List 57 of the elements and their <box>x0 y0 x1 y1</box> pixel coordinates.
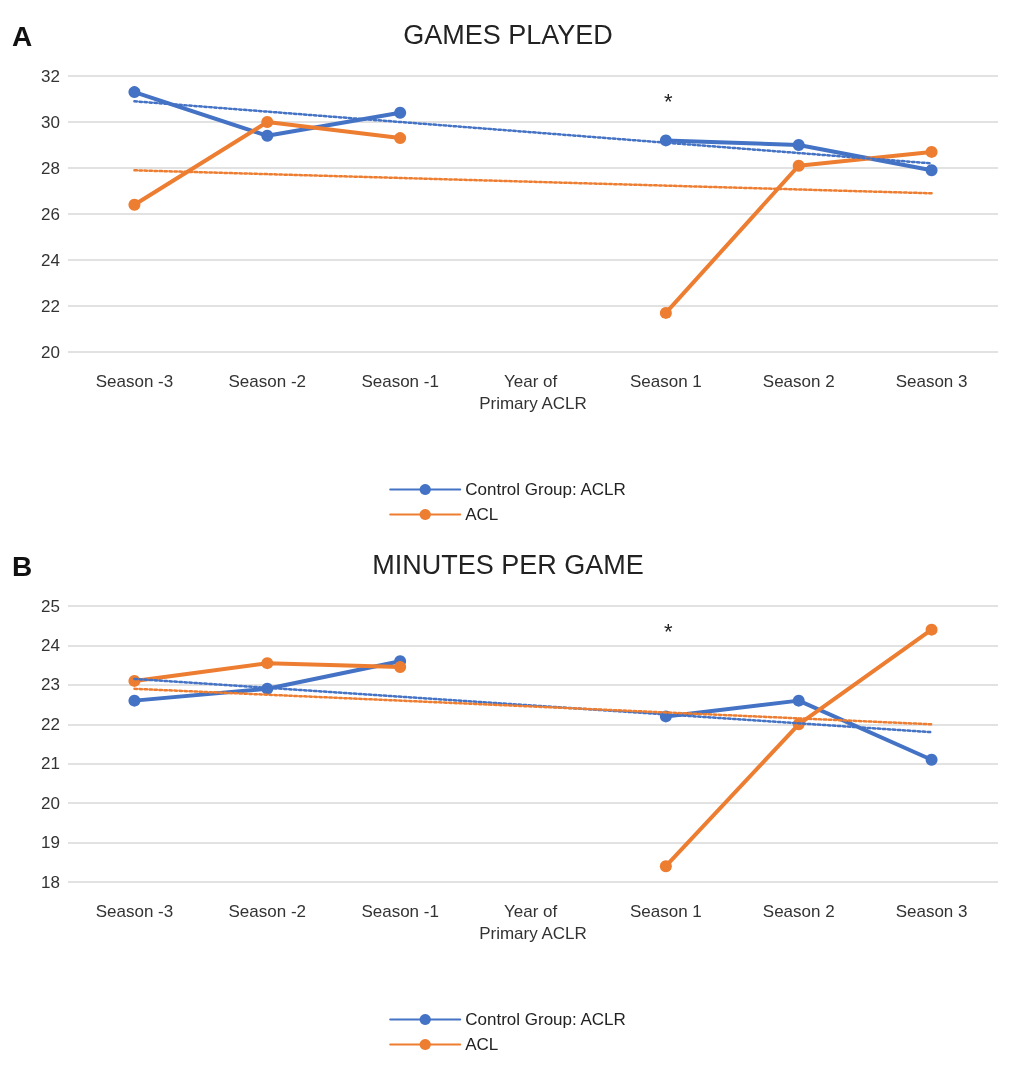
point <box>128 694 141 707</box>
point <box>792 139 805 151</box>
point <box>394 132 407 145</box>
x-tick-label: Season -3 <box>95 901 174 921</box>
x-tick-label: Season 2 <box>762 901 835 921</box>
x-tick-label: Season -2 <box>228 371 307 391</box>
y-tick-label: 26 <box>41 204 60 224</box>
y-tick-label: 20 <box>41 342 60 362</box>
point <box>261 129 274 142</box>
x-tick-label: Season 3 <box>895 901 968 921</box>
x-tick-label: Season -3 <box>95 371 174 391</box>
text: A <box>12 20 33 52</box>
y-tick-label: 22 <box>41 714 60 734</box>
x-tick-label: Season 2 <box>762 371 835 391</box>
point <box>394 106 407 119</box>
legend-label: ACL <box>465 505 499 524</box>
y-tick-label: 20 <box>41 793 60 813</box>
y-tick-label: 28 <box>41 158 60 178</box>
y-tick-label: 22 <box>41 296 60 316</box>
point <box>792 159 805 172</box>
legend-label: Control Group: ACLR <box>465 1010 626 1029</box>
point <box>261 116 274 128</box>
point <box>925 145 938 158</box>
x-tick-label: Season 1 <box>629 371 702 391</box>
y-tick-label: 23 <box>41 675 60 695</box>
annotation: * <box>664 618 673 644</box>
point <box>925 623 938 636</box>
x-tick-label: Season -1 <box>361 901 439 921</box>
y-tick-label: 21 <box>41 754 60 774</box>
point <box>394 661 407 674</box>
y-tick-label: 32 <box>41 66 60 86</box>
y-tick-label: 19 <box>41 833 60 853</box>
x-tick-label: Year of Primary ACLR <box>479 901 587 943</box>
legend-label: ACL <box>465 1035 499 1054</box>
y-tick-label: 30 <box>41 112 60 132</box>
x-tick-label: Season 3 <box>895 371 968 391</box>
annotation: * <box>664 88 673 114</box>
point <box>128 198 141 211</box>
x-tick-label: Year of Primary ACLR <box>479 371 587 413</box>
y-tick-label: 25 <box>41 596 60 616</box>
point <box>792 694 805 707</box>
point <box>659 860 672 873</box>
x-tick-label: Season -2 <box>228 901 307 921</box>
point <box>659 306 672 319</box>
point <box>128 86 141 99</box>
x-tick-label: Season 1 <box>629 901 702 921</box>
chart-title: MINUTES PER GAME <box>372 549 644 580</box>
point <box>925 164 938 177</box>
point <box>925 753 938 766</box>
y-tick-label: 18 <box>41 872 60 892</box>
point <box>261 657 274 670</box>
text: B <box>12 550 33 582</box>
chart-title: GAMES PLAYED <box>403 19 613 50</box>
x-tick-label: Season -1 <box>361 371 439 391</box>
y-tick-label: 24 <box>41 635 60 655</box>
y-tick-label: 24 <box>41 250 60 270</box>
legend-label: Control Group: ACLR <box>465 480 626 499</box>
